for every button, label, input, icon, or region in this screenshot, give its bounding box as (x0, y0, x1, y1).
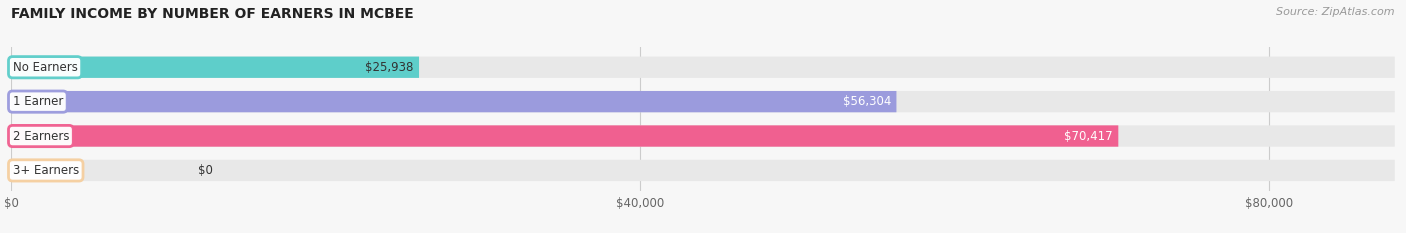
Text: $25,938: $25,938 (366, 61, 413, 74)
Text: FAMILY INCOME BY NUMBER OF EARNERS IN MCBEE: FAMILY INCOME BY NUMBER OF EARNERS IN MC… (11, 7, 413, 21)
Text: No Earners: No Earners (13, 61, 77, 74)
FancyBboxPatch shape (11, 125, 1118, 147)
FancyBboxPatch shape (11, 160, 1395, 181)
Text: $56,304: $56,304 (842, 95, 891, 108)
Text: $70,417: $70,417 (1064, 130, 1112, 143)
Text: Source: ZipAtlas.com: Source: ZipAtlas.com (1277, 7, 1395, 17)
FancyBboxPatch shape (11, 57, 1395, 78)
Text: 3+ Earners: 3+ Earners (13, 164, 79, 177)
Text: 1 Earner: 1 Earner (13, 95, 63, 108)
Text: $0: $0 (198, 164, 212, 177)
FancyBboxPatch shape (11, 91, 897, 112)
FancyBboxPatch shape (11, 57, 419, 78)
FancyBboxPatch shape (11, 125, 1395, 147)
Text: 2 Earners: 2 Earners (13, 130, 69, 143)
FancyBboxPatch shape (11, 91, 1395, 112)
